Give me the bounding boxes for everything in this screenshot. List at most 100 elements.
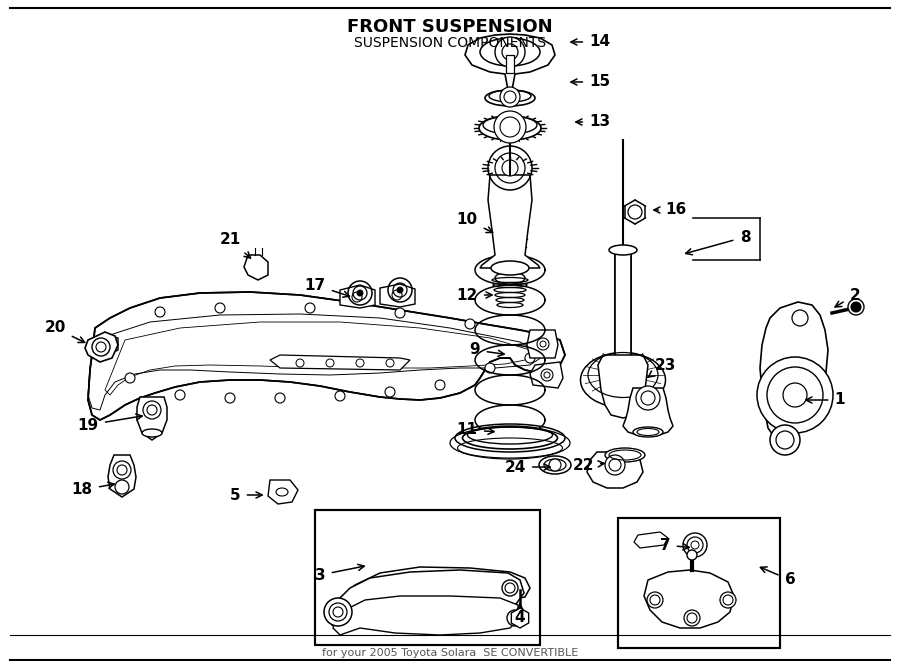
Circle shape: [691, 541, 699, 549]
Ellipse shape: [463, 427, 557, 449]
Polygon shape: [527, 330, 558, 358]
Ellipse shape: [491, 261, 529, 275]
Circle shape: [324, 598, 352, 626]
Circle shape: [647, 592, 663, 608]
Circle shape: [851, 302, 861, 312]
Text: SUSPENSION COMPONENTS: SUSPENSION COMPONENTS: [354, 36, 546, 50]
Circle shape: [113, 461, 131, 479]
Text: 13: 13: [576, 114, 610, 130]
Ellipse shape: [605, 448, 645, 462]
Circle shape: [770, 425, 800, 455]
Text: 4: 4: [515, 603, 526, 625]
Bar: [506, 55, 514, 73]
Text: 22: 22: [572, 457, 604, 473]
Polygon shape: [330, 570, 524, 628]
Polygon shape: [137, 397, 167, 440]
Circle shape: [175, 390, 185, 400]
Circle shape: [326, 359, 334, 367]
Circle shape: [275, 393, 285, 403]
Circle shape: [125, 373, 135, 383]
Circle shape: [683, 533, 707, 557]
Text: 21: 21: [220, 233, 250, 258]
Circle shape: [636, 386, 660, 410]
Bar: [315, 510, 540, 645]
Circle shape: [465, 319, 475, 329]
Bar: [615, 250, 631, 380]
Circle shape: [502, 160, 518, 176]
Text: 15: 15: [571, 75, 610, 89]
Polygon shape: [270, 355, 410, 370]
Text: 7: 7: [660, 537, 689, 553]
Circle shape: [494, 111, 526, 143]
Text: 12: 12: [456, 288, 492, 303]
Bar: [618, 518, 780, 648]
Circle shape: [525, 353, 535, 363]
Circle shape: [549, 459, 561, 471]
Polygon shape: [330, 567, 530, 615]
Text: 9: 9: [470, 342, 504, 358]
Ellipse shape: [633, 427, 663, 437]
Circle shape: [757, 357, 833, 433]
Polygon shape: [511, 608, 528, 628]
Ellipse shape: [539, 456, 571, 474]
Ellipse shape: [495, 272, 525, 284]
Text: 24: 24: [504, 459, 550, 475]
Ellipse shape: [609, 245, 637, 255]
Circle shape: [143, 401, 161, 419]
Circle shape: [155, 307, 165, 317]
Circle shape: [435, 380, 445, 390]
Polygon shape: [333, 596, 520, 635]
Polygon shape: [88, 292, 565, 420]
Circle shape: [783, 383, 807, 407]
Circle shape: [96, 342, 106, 352]
Polygon shape: [530, 362, 563, 388]
Circle shape: [605, 455, 625, 475]
Polygon shape: [760, 302, 828, 440]
Text: 3: 3: [315, 564, 365, 582]
Circle shape: [540, 341, 546, 347]
Circle shape: [485, 363, 495, 373]
Text: 14: 14: [571, 34, 610, 50]
Circle shape: [385, 387, 395, 397]
Text: 17: 17: [304, 278, 349, 297]
Text: 8: 8: [686, 229, 751, 254]
Circle shape: [500, 87, 520, 107]
Polygon shape: [340, 285, 375, 308]
Circle shape: [335, 391, 345, 401]
Circle shape: [356, 359, 364, 367]
Text: FRONT SUSPENSION: FRONT SUSPENSION: [347, 18, 553, 36]
Polygon shape: [92, 335, 118, 355]
Text: 2: 2: [835, 288, 860, 307]
Ellipse shape: [479, 116, 541, 140]
Text: 19: 19: [77, 414, 142, 432]
Polygon shape: [644, 570, 734, 628]
Circle shape: [628, 205, 642, 219]
Polygon shape: [380, 284, 415, 307]
Polygon shape: [108, 455, 136, 497]
Circle shape: [395, 308, 405, 318]
Text: for your 2005 Toyota Solara  SE CONVERTIBLE: for your 2005 Toyota Solara SE CONVERTIB…: [322, 648, 578, 658]
Circle shape: [495, 37, 525, 67]
Text: 1: 1: [806, 393, 845, 407]
Circle shape: [544, 372, 550, 378]
Circle shape: [397, 287, 403, 293]
Text: 18: 18: [71, 482, 114, 498]
Polygon shape: [85, 332, 118, 362]
Polygon shape: [623, 388, 673, 436]
Text: 20: 20: [44, 321, 85, 342]
Circle shape: [305, 303, 315, 313]
Circle shape: [684, 610, 700, 626]
Bar: [618, 518, 780, 648]
Text: 11: 11: [456, 422, 494, 438]
Circle shape: [502, 580, 518, 596]
Text: 10: 10: [456, 212, 492, 233]
Text: 6: 6: [760, 567, 796, 588]
Circle shape: [507, 610, 523, 626]
Circle shape: [792, 310, 808, 326]
Polygon shape: [465, 34, 555, 90]
Polygon shape: [268, 480, 298, 504]
Circle shape: [333, 607, 343, 617]
Polygon shape: [244, 255, 268, 280]
Circle shape: [720, 592, 736, 608]
Polygon shape: [598, 355, 648, 418]
